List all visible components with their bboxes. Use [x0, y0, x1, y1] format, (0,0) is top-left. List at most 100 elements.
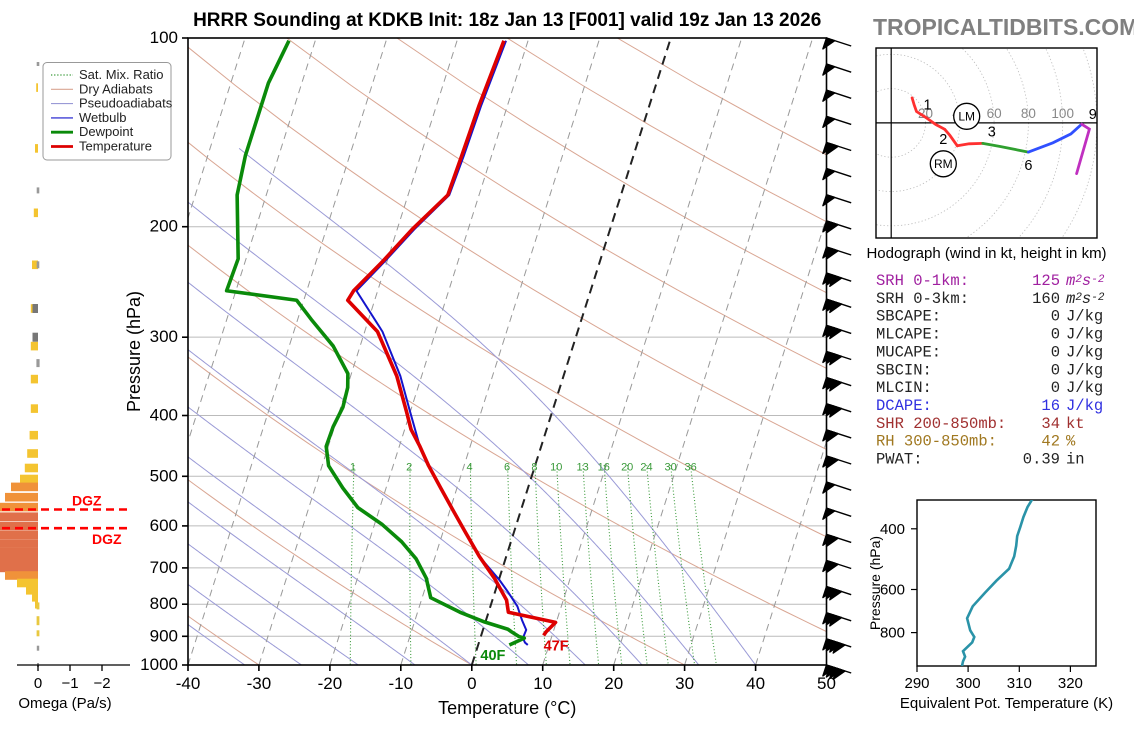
svg-text:PWAT:: PWAT: [876, 451, 923, 469]
svg-text:0: 0 [1051, 326, 1060, 344]
svg-text:9: 9 [1089, 107, 1097, 123]
svg-text:-20: -20 [318, 674, 343, 693]
svg-text:SRH 0-1km:: SRH 0-1km: [876, 272, 969, 290]
svg-text:42: 42 [1041, 433, 1060, 451]
svg-text:J/kg: J/kg [1066, 308, 1103, 326]
svg-text:RM: RM [934, 157, 953, 171]
svg-text:290: 290 [904, 675, 929, 692]
svg-text:DGZ: DGZ [92, 531, 122, 547]
svg-text:160: 160 [1032, 290, 1060, 308]
svg-text:2: 2 [939, 132, 947, 148]
svg-text:MUCAPE:: MUCAPE: [876, 343, 941, 361]
svg-text:16: 16 [598, 461, 610, 473]
svg-text:1: 1 [924, 98, 932, 114]
svg-text:400: 400 [880, 521, 905, 538]
svg-text:0.39: 0.39 [1023, 451, 1060, 469]
svg-text:6: 6 [1024, 158, 1032, 174]
svg-text:RH 300-850mb:: RH 300-850mb: [876, 433, 997, 451]
svg-text:900: 900 [150, 626, 178, 645]
svg-text:6: 6 [504, 461, 510, 473]
svg-text:600: 600 [880, 582, 905, 599]
svg-text:Pseudoadiabats: Pseudoadiabats [79, 96, 173, 111]
svg-text:%: % [1066, 433, 1076, 451]
svg-text:30: 30 [675, 674, 694, 693]
svg-text:J/kg: J/kg [1066, 343, 1103, 361]
svg-text:80: 80 [1021, 106, 1036, 121]
svg-text:100: 100 [1051, 106, 1074, 121]
svg-text:MLCIN:: MLCIN: [876, 379, 932, 397]
svg-text:Sat. Mix. Ratio: Sat. Mix. Ratio [79, 67, 164, 82]
svg-text:400: 400 [150, 406, 178, 425]
svg-text:1000: 1000 [140, 655, 178, 674]
svg-text:60: 60 [987, 106, 1002, 121]
svg-text:3: 3 [988, 124, 996, 140]
svg-text:Hodograph (wind in kt, height: Hodograph (wind in kt, height in km) [866, 245, 1106, 262]
svg-text:DCAPE:: DCAPE: [876, 397, 932, 415]
svg-text:Wetbulb: Wetbulb [79, 110, 126, 125]
svg-text:Equivalent Pot. Temperature (K: Equivalent Pot. Temperature (K) [900, 695, 1113, 712]
svg-text:J/kg: J/kg [1066, 397, 1103, 415]
svg-text:-30: -30 [247, 674, 272, 693]
svg-text:700: 700 [150, 558, 178, 577]
svg-text:Pressure (hPa): Pressure (hPa) [867, 536, 883, 630]
svg-text:10: 10 [550, 461, 562, 473]
svg-text:300: 300 [956, 675, 981, 692]
svg-text:J/kg: J/kg [1066, 361, 1103, 379]
svg-text:800: 800 [150, 594, 178, 613]
svg-text:Omega (Pa/s): Omega (Pa/s) [18, 695, 111, 712]
svg-text:TROPICALTIDBITS.COM: TROPICALTIDBITS.COM [873, 14, 1134, 40]
svg-text:MLCAPE:: MLCAPE: [876, 326, 941, 344]
svg-text:20: 20 [604, 674, 623, 693]
svg-text:0: 0 [1051, 308, 1060, 326]
svg-text:125: 125 [1032, 272, 1060, 290]
svg-text:310: 310 [1007, 675, 1032, 692]
svg-text:SBCAPE:: SBCAPE: [876, 308, 941, 326]
svg-text:300: 300 [150, 327, 178, 346]
svg-text:Temperature (°C): Temperature (°C) [438, 698, 576, 718]
svg-text:40F: 40F [480, 648, 505, 664]
svg-text:LM: LM [958, 109, 975, 123]
svg-text:2: 2 [406, 461, 412, 473]
svg-text:1: 1 [350, 461, 356, 473]
svg-text:−1: −1 [61, 675, 78, 692]
svg-text:0: 0 [1051, 379, 1060, 397]
svg-text:16: 16 [1041, 397, 1060, 415]
svg-text:320: 320 [1058, 675, 1083, 692]
svg-text:0: 0 [1051, 361, 1060, 379]
svg-text:36: 36 [684, 461, 696, 473]
svg-text:200: 200 [150, 217, 178, 236]
svg-text:-10: -10 [389, 674, 414, 693]
svg-text:10: 10 [533, 674, 552, 693]
svg-text:in: in [1066, 451, 1085, 469]
svg-text:600: 600 [150, 516, 178, 535]
svg-text:kt: kt [1066, 415, 1085, 433]
svg-text:24: 24 [640, 461, 652, 473]
svg-text:Dry Adiabats: Dry Adiabats [79, 81, 153, 96]
svg-text:Temperature: Temperature [79, 139, 152, 154]
svg-text:34: 34 [1041, 415, 1060, 433]
svg-text:0: 0 [34, 675, 42, 692]
svg-text:40: 40 [746, 674, 765, 693]
svg-text:47F: 47F [544, 638, 569, 654]
svg-text:800: 800 [880, 625, 905, 642]
svg-text:0: 0 [467, 674, 476, 693]
svg-text:20: 20 [621, 461, 633, 473]
svg-text:J/kg: J/kg [1066, 326, 1103, 344]
svg-text:500: 500 [150, 466, 178, 485]
svg-text:-40: -40 [176, 674, 201, 693]
svg-text:−2: −2 [93, 675, 110, 692]
svg-text:8: 8 [531, 461, 537, 473]
svg-text:13: 13 [576, 461, 588, 473]
svg-text:4: 4 [467, 461, 473, 473]
svg-text:SHR 200-850mb:: SHR 200-850mb: [876, 415, 1006, 433]
svg-text:HRRR Sounding at KDKB Init: 18: HRRR Sounding at KDKB Init: 18z Jan 13 [… [193, 10, 821, 31]
svg-text:SRH 0-3km:: SRH 0-3km: [876, 290, 969, 308]
svg-text:30: 30 [664, 461, 676, 473]
svg-text:Dewpoint: Dewpoint [79, 124, 134, 139]
svg-text:100: 100 [150, 28, 178, 47]
svg-text:DGZ: DGZ [72, 493, 102, 509]
svg-text:SBCIN:: SBCIN: [876, 361, 932, 379]
svg-text:0: 0 [1051, 343, 1060, 361]
svg-text:J/kg: J/kg [1066, 379, 1103, 397]
svg-text:Pressure (hPa): Pressure (hPa) [124, 291, 144, 412]
